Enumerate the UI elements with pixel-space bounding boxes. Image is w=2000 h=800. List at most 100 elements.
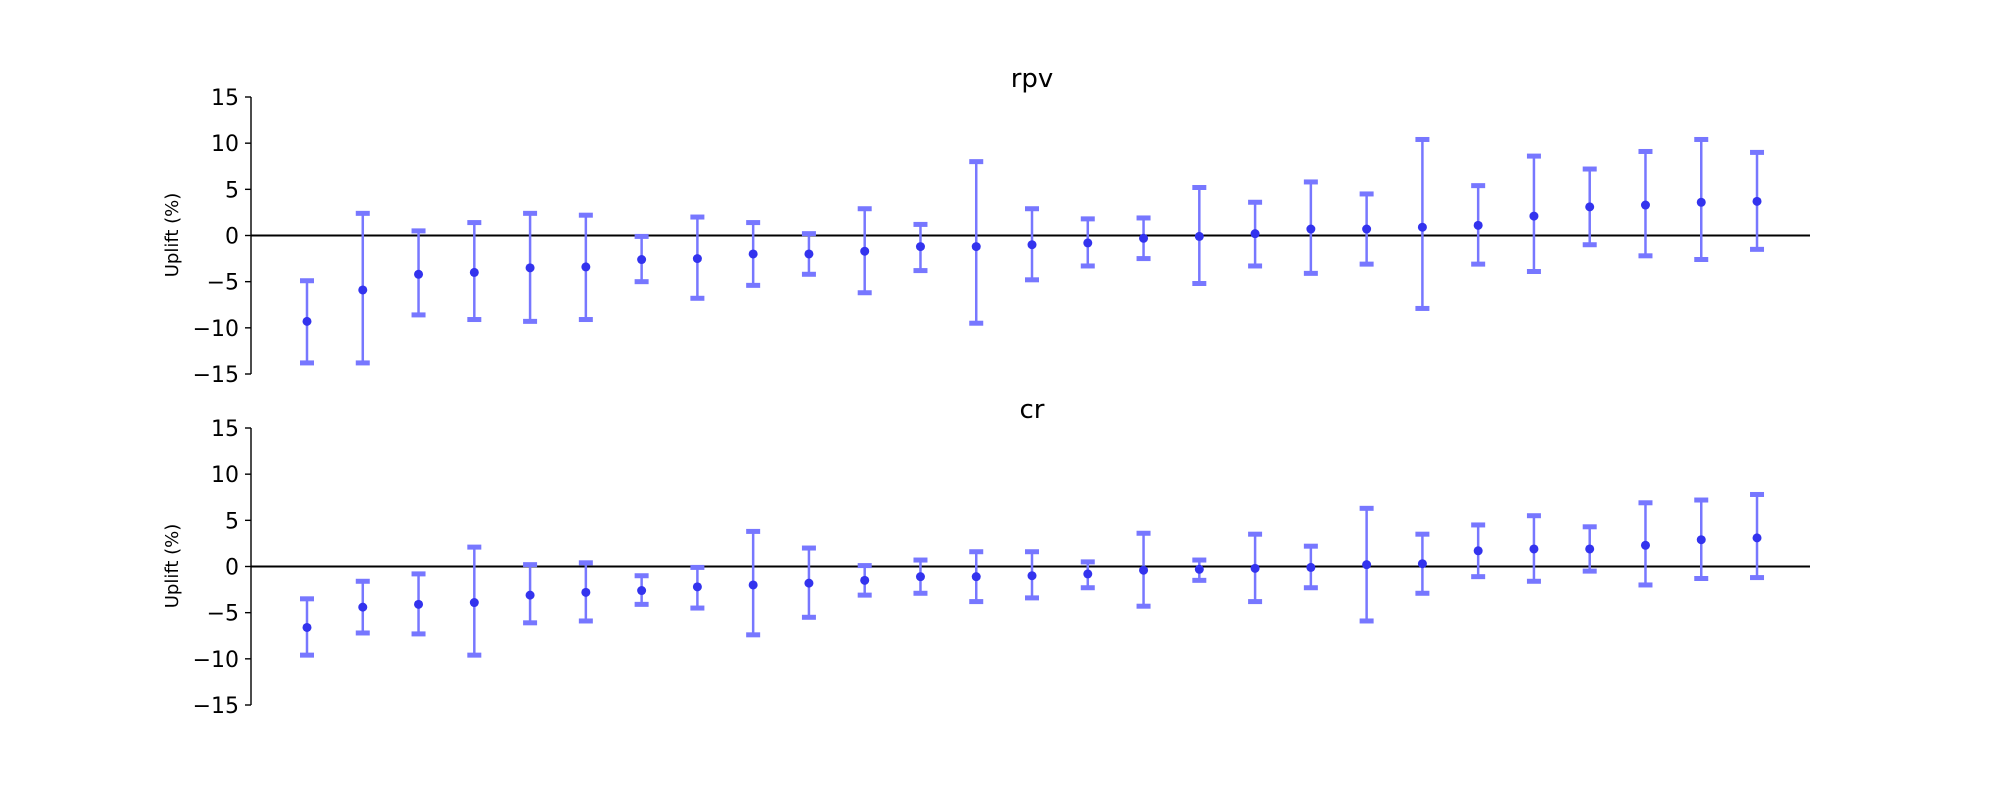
rpv-errorbar-9 [746,220,761,288]
cr-y-tick-label: −15 [193,694,239,719]
rpv-errorbar-18 [1248,199,1263,269]
rpv-point-9 [748,249,758,259]
cr-point-12 [915,572,925,582]
cr-errorbar-21 [1415,531,1430,596]
cr-point-5 [525,590,535,600]
cr-y-tick-label: 0 [225,556,239,581]
rpv-point-4 [469,267,479,277]
cr-errorbar-18 [1248,531,1263,605]
rpv-point-6 [581,262,591,272]
rpv-errorbar-25 [1638,148,1653,259]
cr-point-17 [1194,564,1204,574]
cr-errorbar-26 [1694,497,1709,582]
rpv-errorbar-8 [690,214,705,301]
rpv-y-tick-label: 15 [211,86,239,111]
rpv-errorbar-21 [1415,136,1430,311]
rpv-point-11 [860,246,870,256]
rpv-point-5 [525,263,535,273]
cr-point-16 [1139,565,1149,575]
cr-y-tick-label: −5 [207,602,239,627]
cr-point-21 [1417,559,1427,569]
rpv-y-tick-label: −5 [207,271,239,296]
rpv-point-12 [915,242,925,252]
rpv-point-7 [637,255,647,265]
rpv-errorbar-17 [1192,184,1207,287]
cr-point-6 [581,587,591,597]
cr-point-19 [1306,562,1316,572]
cr-point-25 [1640,540,1650,550]
rpv-panel: rpv Uplift (%) 15 10 5 0 −5 −10 −15 [162,64,1810,388]
cr-errorbar-17 [1192,557,1207,583]
rpv-errorbar-1 [300,278,314,366]
cr-errorbar-23 [1526,513,1541,584]
cr-point-14 [1027,571,1037,581]
rpv-errorbar-11 [857,206,872,296]
cr-y-tick-label: 5 [225,509,239,534]
rpv-y-axis-label: Uplift (%) [162,193,183,278]
cr-y-tick-label: 15 [211,417,239,442]
cr-errorbar-8 [690,564,705,611]
cr-point-4 [469,598,479,608]
rpv-errorbar-7 [634,233,649,285]
rpv-point-18 [1250,229,1260,239]
cr-point-7 [637,586,647,596]
rpv-errorbar-23 [1526,153,1541,275]
rpv-point-15 [1083,238,1093,248]
rpv-point-14 [1027,240,1037,250]
cr-y-tick-label: 10 [211,463,239,488]
rpv-point-27 [1752,196,1762,206]
cr-point-26 [1696,535,1706,545]
rpv-errorbar-24 [1582,166,1597,248]
cr-errorbar-11 [857,563,872,598]
cr-errorbar-9 [746,528,761,638]
rpv-errorbar-5 [523,210,538,324]
cr-errorbar-5 [523,562,538,626]
cr-errorbar-2 [355,578,370,636]
rpv-point-1 [302,316,312,326]
rpv-point-8 [692,254,702,264]
rpv-y-tick-label: −10 [193,317,239,342]
rpv-errorbar-3 [411,228,426,318]
rpv-errorbar-2 [355,210,370,366]
cr-point-9 [748,580,758,590]
cr-errorbar-20 [1359,505,1374,624]
cr-point-2 [358,602,368,612]
cr-errorbar-25 [1638,500,1653,588]
rpv-panel-title: rpv [1011,64,1054,94]
rpv-y-tick-label: −15 [193,363,239,388]
cr-errorbar-6 [578,560,593,624]
rpv-point-24 [1585,202,1595,212]
rpv-point-2 [358,285,368,295]
rpv-y-tick-label: 0 [225,225,239,250]
cr-point-15 [1083,569,1093,579]
rpv-point-22 [1473,220,1483,230]
rpv-errorbar-16 [1136,215,1151,262]
cr-y-axis-label: Uplift (%) [162,524,183,609]
rpv-point-19 [1306,224,1316,234]
cr-errorbar-1 [300,596,314,658]
cr-point-13 [971,572,981,582]
rpv-errorbar-20 [1359,191,1374,267]
cr-panel-title: cr [1020,395,1045,425]
cr-point-18 [1250,563,1260,573]
cr-point-1 [302,622,312,632]
cr-point-22 [1473,546,1483,556]
cr-point-20 [1362,560,1372,570]
rpv-errorbar-13 [969,159,984,326]
cr-point-24 [1585,544,1595,554]
cr-point-27 [1752,533,1762,543]
cr-errorbar-3 [411,571,426,637]
rpv-errorbar-22 [1471,183,1486,267]
rpv-errorbar-14 [1025,206,1040,283]
rpv-point-21 [1417,222,1427,232]
rpv-errorbar-26 [1694,136,1709,263]
rpv-point-3 [414,269,424,279]
rpv-point-25 [1640,200,1650,210]
rpv-point-26 [1696,197,1706,207]
cr-errorbar-15 [1080,559,1095,591]
rpv-errorbar-12 [913,221,928,274]
rpv-point-17 [1194,231,1204,241]
cr-point-3 [414,599,424,609]
cr-point-8 [692,582,702,592]
